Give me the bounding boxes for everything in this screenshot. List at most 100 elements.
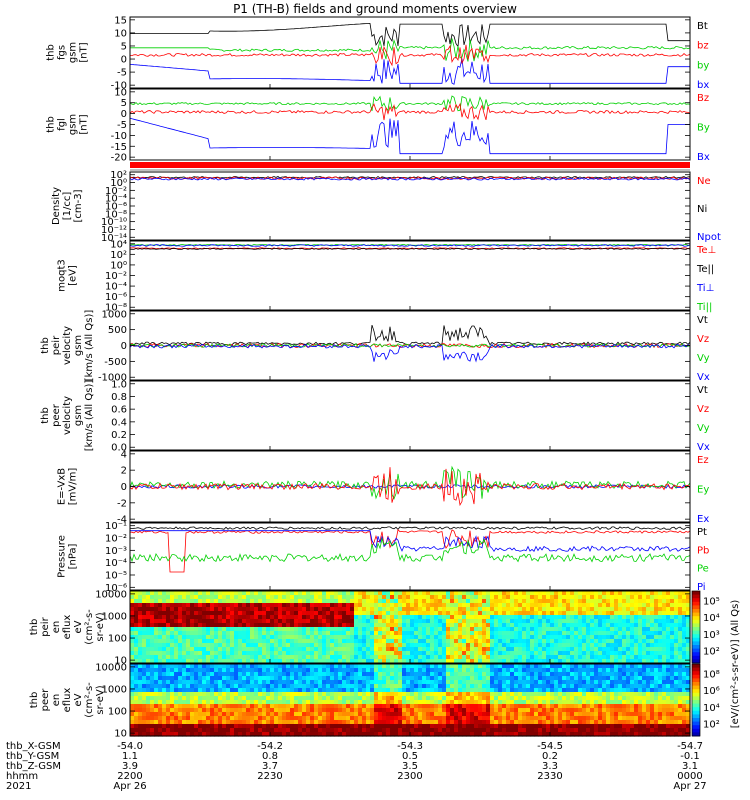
spectrogram-cell (410, 704, 415, 709)
y-tick-label: 2 (121, 466, 127, 477)
spectrogram-cell (294, 680, 299, 685)
spectrogram-cell (206, 728, 211, 733)
legend-entry: Vt (697, 315, 708, 326)
spectrogram-cell (270, 664, 275, 669)
spectrogram-cell (470, 708, 475, 713)
spectrogram-cell (430, 595, 435, 600)
spectrogram-cell (602, 631, 607, 636)
spectrogram-cell (234, 651, 239, 656)
spectrogram-cell (598, 635, 603, 640)
spectrogram-cell (318, 680, 323, 685)
spectrogram-cell (478, 708, 483, 713)
spectrogram-cell (154, 615, 159, 620)
spectrogram-cell (430, 655, 435, 660)
spectrogram-cell (382, 672, 387, 677)
spectrogram-cell (634, 643, 639, 648)
colorbar-step (692, 659, 700, 664)
spectrogram-cell (234, 676, 239, 681)
spectrogram-cell (186, 700, 191, 705)
y-axis-label: Pressure[nPa] (57, 535, 79, 578)
spectrogram-cell (274, 700, 279, 705)
spectrogram-cell (182, 676, 187, 681)
spectrogram-cell (182, 700, 187, 705)
panel-temp: 10⁴10²10⁰10⁻²10⁻⁴10⁻⁶10⁻⁸moqt3[eV]Te⊥Te|… (57, 239, 717, 313)
spectrogram-cell (334, 619, 339, 624)
spectrogram-cell (354, 664, 359, 669)
spectrogram-cell (218, 668, 223, 673)
spectrogram-cell (646, 607, 651, 612)
spectrogram-cell (234, 643, 239, 648)
spectrogram-cell (242, 643, 247, 648)
spectrogram-cell (294, 607, 299, 612)
spectrogram-cell (142, 704, 147, 709)
spectrogram-cell (586, 631, 591, 636)
spectrogram-cell (422, 676, 427, 681)
spectrogram-cell (318, 728, 323, 733)
y-tick-label: 10⁻¹⁴ (101, 233, 127, 244)
spectrogram-cell (250, 664, 255, 669)
spectrogram-cell (234, 664, 239, 669)
spectrogram-cell (422, 680, 427, 685)
spectrogram-cell (566, 668, 571, 673)
spectrogram-cell (510, 591, 515, 596)
spectrogram-cell (662, 615, 667, 620)
spectrogram-cell (502, 716, 507, 721)
spectrogram-cell (550, 712, 555, 717)
spectrogram-cell (402, 700, 407, 705)
spectrogram-cell (514, 599, 519, 604)
spectrogram-cell (422, 643, 427, 648)
spectrogram-cell (426, 728, 431, 733)
spectrogram-cell (422, 716, 427, 721)
spectrogram-cell (354, 655, 359, 660)
spectrogram-cell (266, 639, 271, 644)
spectrogram-cell (230, 668, 235, 673)
spectrogram-cell (582, 688, 587, 693)
spectrogram-cell (554, 635, 559, 640)
spectrogram-cell (658, 639, 663, 644)
spectrogram-cell (258, 619, 263, 624)
spectrogram-cell (190, 623, 195, 628)
spectrogram-cell (486, 724, 491, 729)
spectrogram-cell (322, 643, 327, 648)
spectrogram-cell (530, 724, 535, 729)
spectrogram-cell (546, 627, 551, 632)
spectrogram-cell (390, 643, 395, 648)
spectrogram-cell (378, 708, 383, 713)
spectrogram-cell (334, 728, 339, 733)
spectrogram-cell (550, 672, 555, 677)
spectrogram-cell (586, 704, 591, 709)
spectrogram-cell (342, 672, 347, 677)
spectrogram-cell (310, 611, 315, 616)
spectrogram-cell (262, 635, 267, 640)
spectrogram-cell (534, 607, 539, 612)
spectrogram-cell (206, 647, 211, 652)
spectrogram-cell (446, 708, 451, 713)
spectrogram-cell (278, 639, 283, 644)
y-tick-label: 0.8 (111, 392, 127, 403)
spectrogram-cell (194, 672, 199, 677)
spectrogram-cell (522, 712, 527, 717)
spectrogram-cell (290, 680, 295, 685)
spectrogram-cell (474, 716, 479, 721)
spectrogram-cell (270, 720, 275, 725)
spectrogram-cell (430, 732, 435, 737)
spectrogram-cell (574, 659, 579, 664)
spectrogram-cell (238, 724, 243, 729)
spectrogram-cell (262, 676, 267, 681)
spectrogram-cell (154, 676, 159, 681)
spectrogram-cell (290, 716, 295, 721)
spectrogram-cell (578, 643, 583, 648)
spectrogram-cell (546, 708, 551, 713)
spectrogram-cell (166, 724, 171, 729)
spectrogram-cell (142, 623, 147, 628)
y-tick-label: 10⁻¹² (101, 225, 127, 236)
spectrogram-cell (474, 704, 479, 709)
spectrogram-cell (198, 680, 203, 685)
spectrogram-cell (242, 724, 247, 729)
spectrogram-cell (594, 643, 599, 648)
spectrogram-cell (570, 688, 575, 693)
spectrogram-cell (586, 668, 591, 673)
spectrogram-cell (590, 591, 595, 596)
spectrogram-cell (530, 659, 535, 664)
spectrogram-cell (406, 708, 411, 713)
